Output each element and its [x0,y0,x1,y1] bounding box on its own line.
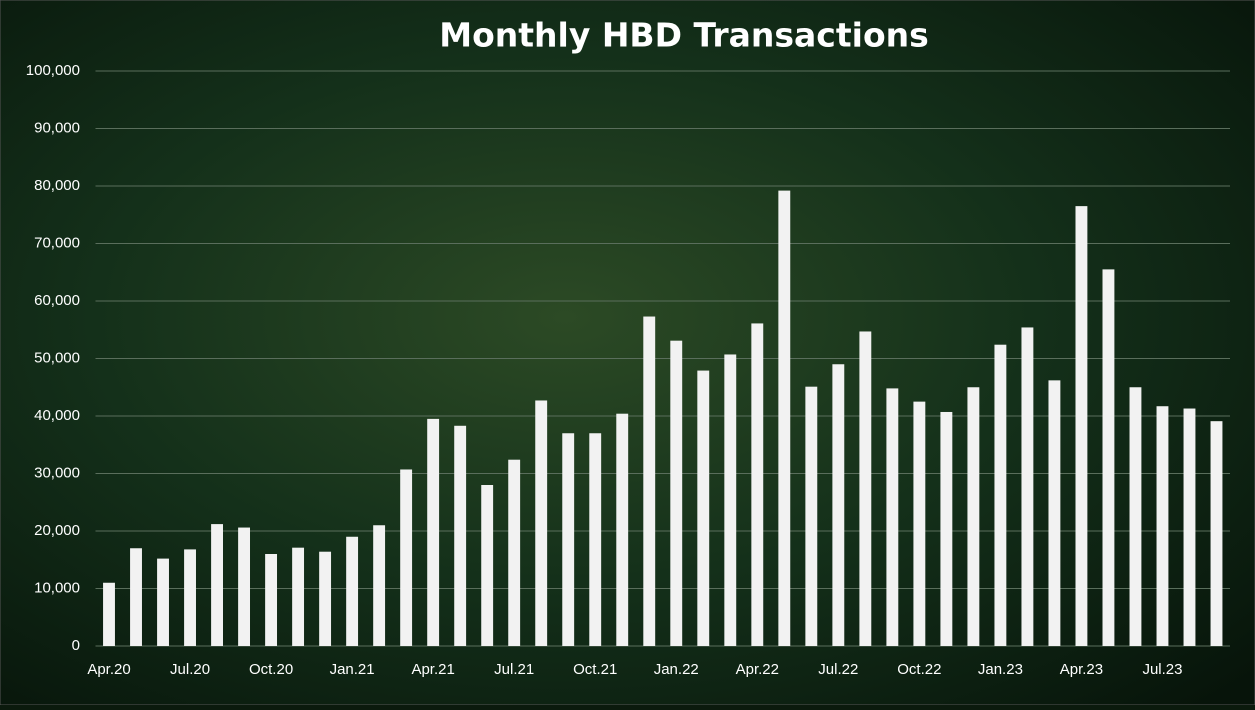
bar [1102,269,1115,646]
bar [940,411,953,646]
x-tick-label: Jan.23 [978,661,1023,678]
bar [589,433,602,646]
x-tick-label: Apr.22 [736,661,779,678]
bar [130,548,142,646]
bar [724,354,737,646]
y-tick-label: 20,000 [34,522,80,539]
x-tick-label: Oct.20 [249,661,293,678]
bar [427,418,440,646]
bar [1021,327,1034,646]
bar [616,413,629,646]
x-tick-label: Apr.21 [411,661,454,678]
bar [292,547,305,646]
bar [211,524,223,646]
bar [886,388,899,646]
y-tick-label: 60,000 [34,292,80,309]
bar [454,425,467,646]
bar [265,554,278,646]
bar [535,400,548,646]
bar [184,549,196,646]
bar [238,527,251,646]
bar [751,323,764,646]
bar [778,190,791,646]
x-tick-label: Jul.23 [1142,661,1182,678]
bar [967,387,980,646]
bar [103,582,115,646]
x-tick-label: Jan.21 [330,661,375,678]
bar [400,469,413,646]
bar [913,401,926,646]
bar [319,551,332,646]
y-tick-label: 80,000 [34,177,80,194]
x-tick-label: Apr.23 [1060,661,1103,678]
bar [157,558,169,646]
bar [670,340,683,646]
bar [481,485,494,646]
bar [1156,406,1169,646]
chart-title: Monthly HBD Transactions [439,16,929,55]
y-tick-label: 10,000 [34,579,80,596]
y-tick-label: 70,000 [34,234,80,251]
bar [643,316,656,646]
bar [1210,421,1223,646]
bar [859,331,872,646]
y-tick-label: 90,000 [34,119,80,136]
bar [373,525,386,646]
x-tick-label: Jul.20 [170,661,210,678]
x-tick-label: Jan.22 [654,661,699,678]
x-tick-label: Oct.22 [897,661,941,678]
bar [832,364,845,646]
x-tick-label: Apr.20 [87,661,130,678]
bar [805,386,818,646]
bar [1129,387,1142,646]
bar [994,344,1007,646]
x-tick-label: Oct.21 [573,661,617,678]
bar [346,536,359,646]
y-tick-label: 50,000 [34,349,80,366]
bar [562,433,575,646]
x-tick-label: Jul.22 [818,661,858,678]
y-tick-label: 30,000 [34,464,80,481]
y-tick-label: 0 [72,637,80,654]
bar [1183,408,1196,646]
y-tick-label: 100,000 [26,62,80,79]
bar [1075,206,1088,646]
x-tick-label: Jul.21 [494,661,534,678]
bar [697,370,710,646]
y-tick-label: 40,000 [34,407,80,424]
bar [1048,380,1061,646]
bar [508,459,521,646]
